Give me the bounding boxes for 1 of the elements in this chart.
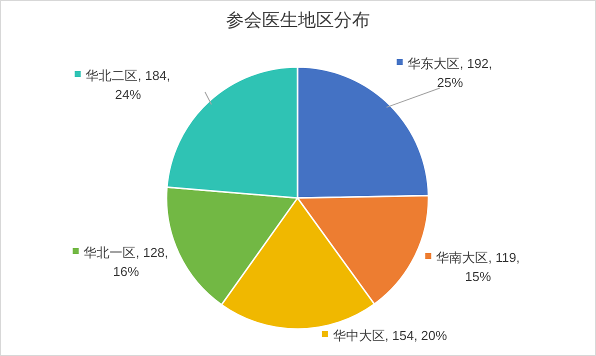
chart-title: 参会医生地区分布 bbox=[226, 10, 370, 30]
